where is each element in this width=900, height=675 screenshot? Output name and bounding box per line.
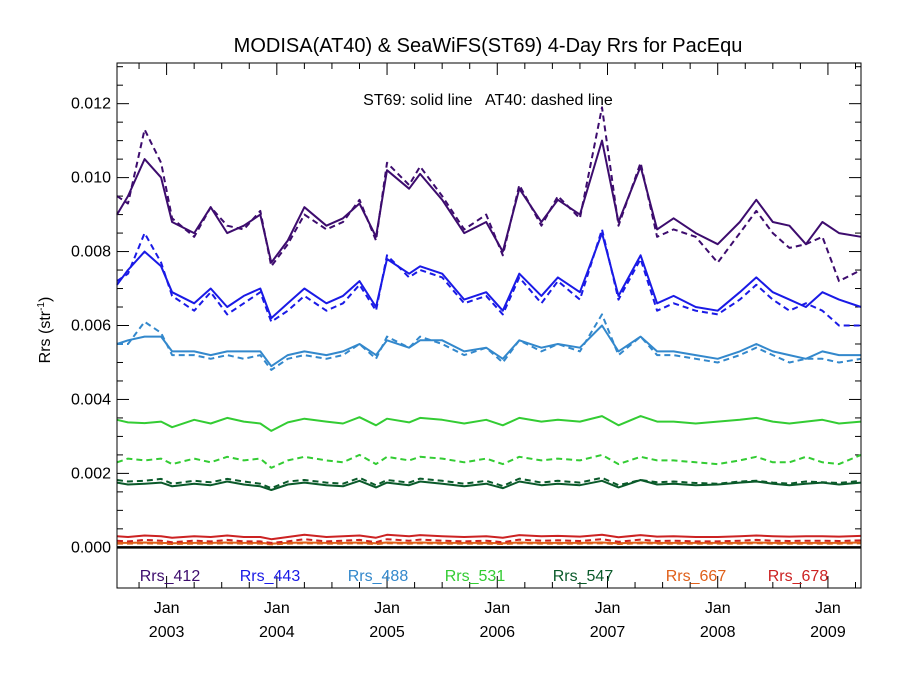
y-tick-label: 0.004 xyxy=(71,391,111,408)
x-tick-label-month: Jan xyxy=(705,600,731,617)
x-tick-label-year: 2008 xyxy=(700,624,736,641)
x-tick-label-year: 2003 xyxy=(149,624,185,641)
series-rrs-678-dashed-line xyxy=(116,538,862,544)
x-tick-label-year: 2006 xyxy=(479,624,515,641)
series-rrs-531-dashed-line xyxy=(116,453,862,469)
series-rrs-531-solid-line xyxy=(116,415,862,432)
x-tick-label-year: 2009 xyxy=(810,624,846,641)
x-tick-label-year: 2004 xyxy=(259,624,295,641)
series-rrs-488-solid-line xyxy=(116,324,861,368)
legend-label-rrs-412: Rrs_412 xyxy=(140,568,201,585)
y-axis-label-main: Rrs (str xyxy=(37,310,54,363)
y-tick-label: 0.012 xyxy=(71,96,111,113)
plot-frame xyxy=(116,62,862,589)
y-tick-label: 0.008 xyxy=(71,244,111,261)
legend-label-rrs-667: Rrs_667 xyxy=(666,568,727,585)
x-tick-label-month: Jan xyxy=(815,600,841,617)
x-tick-label-year: 2005 xyxy=(369,624,405,641)
series-rrs-443-dashed-line xyxy=(116,228,861,327)
y-tick-label: 0.010 xyxy=(71,170,111,187)
series-rrs-412-dashed-line xyxy=(116,106,862,283)
y-axis-label: Rrs (str-1) xyxy=(36,297,54,364)
chart-title: MODISA(AT40) & SeaWiFS(ST69) 4-Day Rrs f… xyxy=(234,35,743,57)
series-rrs-443-solid-line xyxy=(116,232,862,320)
y-axis-label-superscript: -1 xyxy=(36,302,47,311)
x-tick-label-month: Jan xyxy=(484,600,510,617)
series-rrs-667-dashed-line xyxy=(117,542,862,546)
series-rrs-547-dashed-line xyxy=(116,476,862,490)
legend-label-rrs-531: Rrs_531 xyxy=(445,568,506,585)
series-rrs-547-solid-line xyxy=(116,479,862,491)
line-style-annotation: ST69: solid line AT40: dashed line xyxy=(363,92,613,109)
y-tick-label: 0.000 xyxy=(71,539,111,556)
series-rrs-678-solid-line xyxy=(116,533,862,541)
x-tick-label-month: Jan xyxy=(264,600,290,617)
x-tick-label-month: Jan xyxy=(595,600,621,617)
y-tick-label: 0.006 xyxy=(71,318,111,335)
legend-label-rrs-547: Rrs_547 xyxy=(553,568,614,585)
legend-label-rrs-443: Rrs_443 xyxy=(240,568,301,585)
x-tick-label-month: Jan xyxy=(374,600,400,617)
x-tick-label-year: 2007 xyxy=(590,624,626,641)
series-rrs-488-dashed-line xyxy=(117,313,862,371)
plot-area: 0.000 0.002 0.004 0.006 0.008 0.010 0.012 Jan 20… xyxy=(71,63,862,641)
y-axis-label-end: ) xyxy=(37,297,54,302)
legend-label-rrs-678: Rrs_678 xyxy=(768,568,829,585)
y-tick-label: 0.002 xyxy=(71,465,111,482)
x-tick-label-month: Jan xyxy=(154,600,180,617)
legend-label-rrs-488: Rrs_488 xyxy=(348,568,409,585)
series-rrs-412-solid-line xyxy=(116,139,862,264)
